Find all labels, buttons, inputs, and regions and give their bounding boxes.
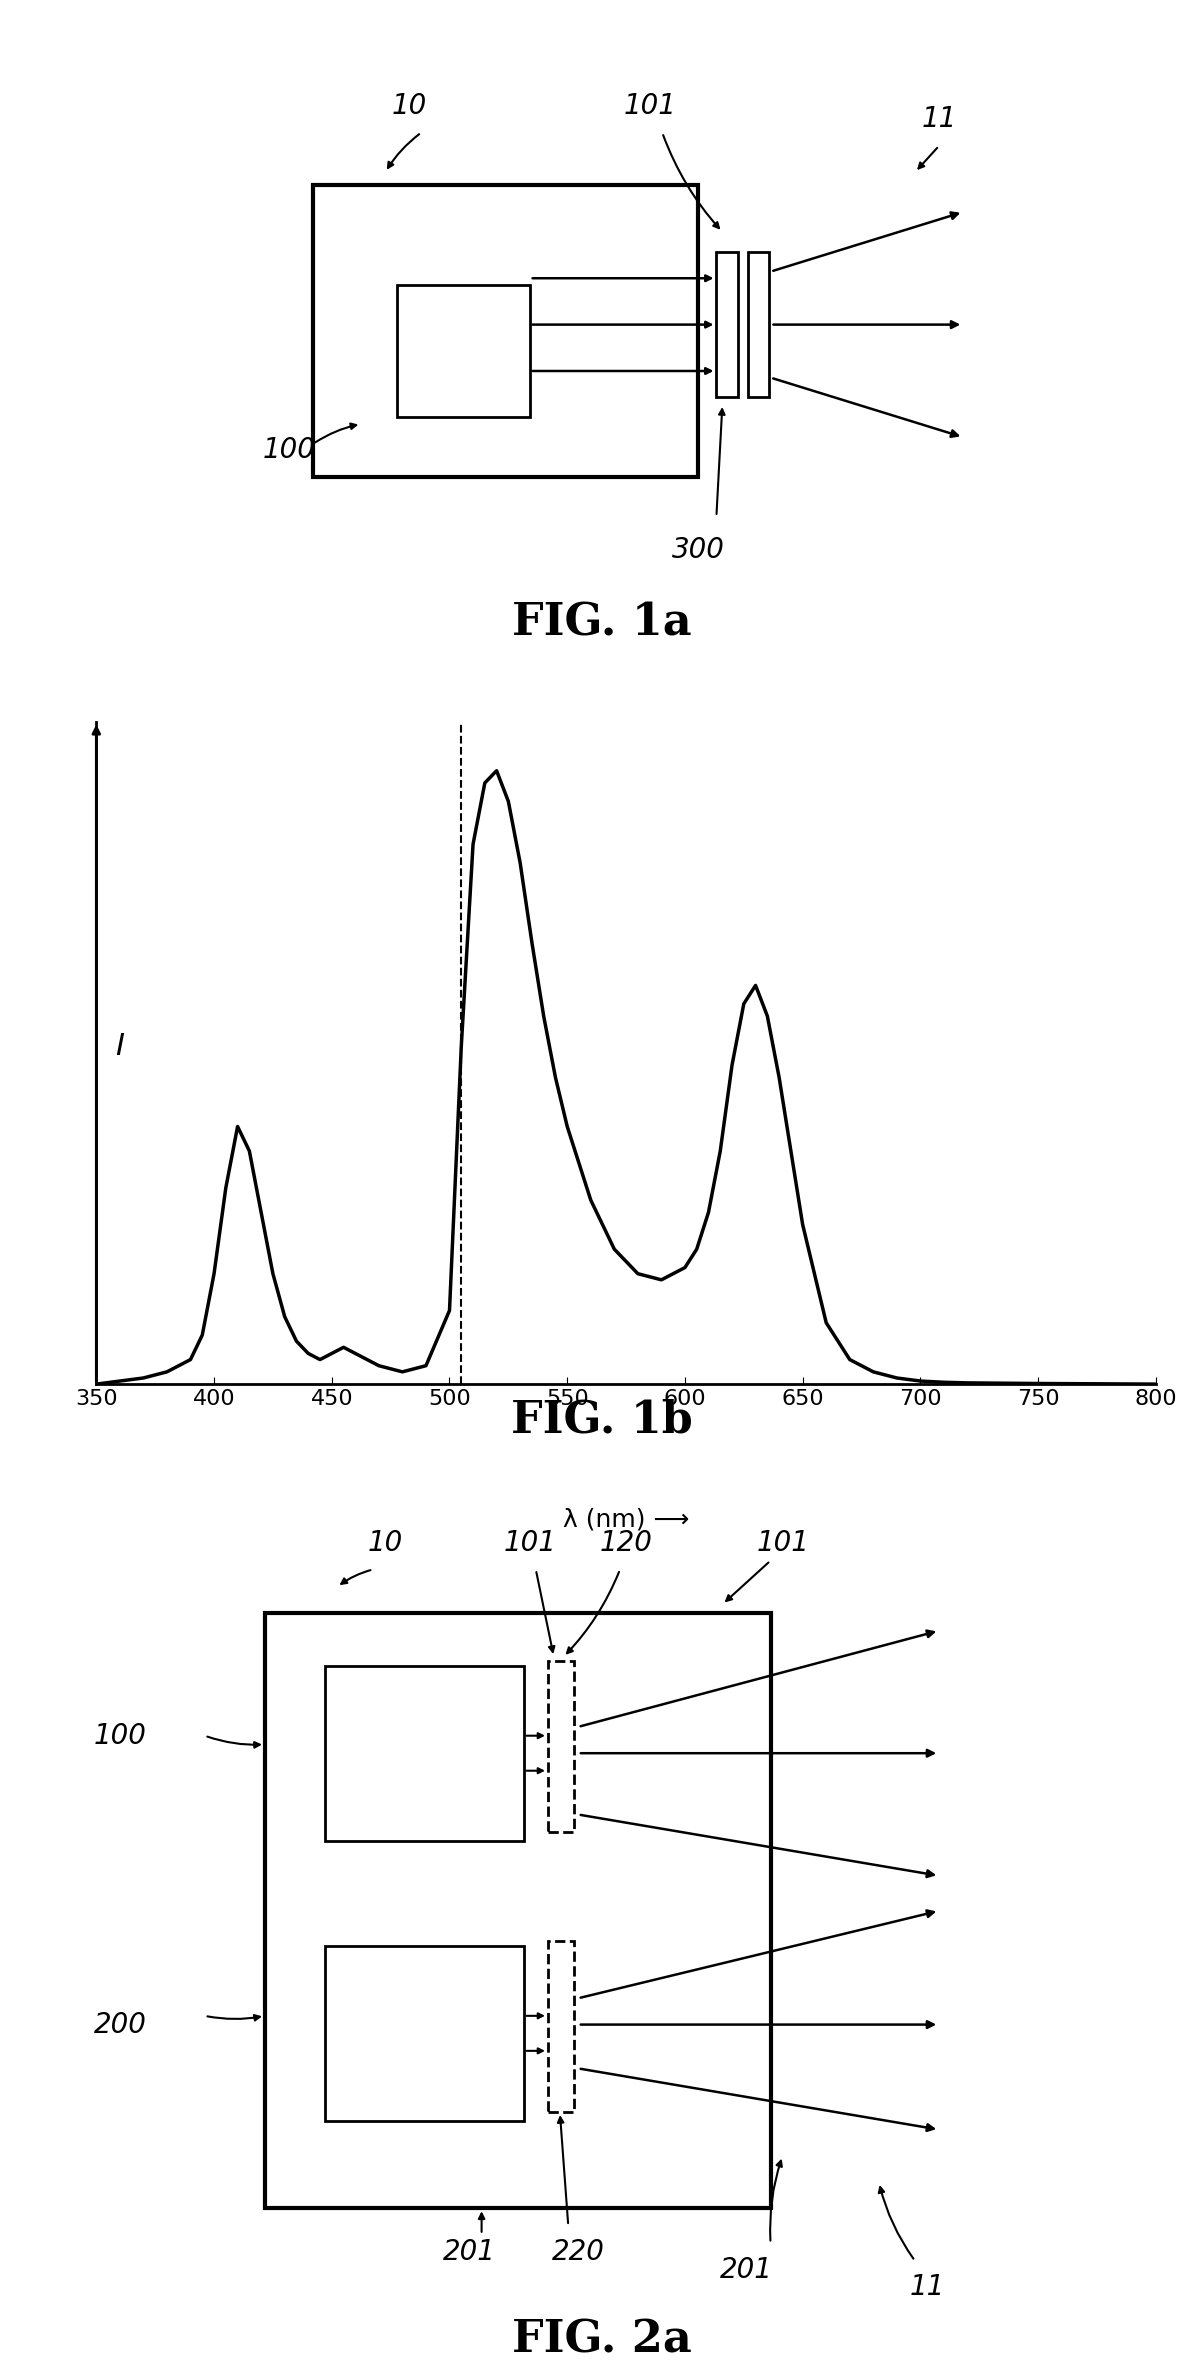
Text: FIG. 1b: FIG. 1b	[512, 1398, 692, 1441]
Text: 10: 10	[391, 92, 427, 121]
Text: 120: 120	[600, 1528, 653, 1557]
Text: 220: 220	[551, 2238, 604, 2267]
Text: 101: 101	[624, 92, 677, 121]
Text: 201: 201	[720, 2255, 773, 2283]
Text: 11: 11	[921, 104, 957, 132]
Bar	[748, 251, 769, 397]
Bar	[548, 1661, 574, 1831]
Text: 200: 200	[94, 2011, 147, 2039]
Text: 11: 11	[909, 2274, 945, 2302]
Text: λ (nm) ⟶: λ (nm) ⟶	[563, 1507, 689, 1531]
Text: 101: 101	[756, 1528, 809, 1557]
Text: 100: 100	[94, 1722, 147, 1751]
Text: 201: 201	[443, 2238, 496, 2267]
Text: FIG. 2a: FIG. 2a	[512, 2319, 692, 2361]
Text: 100: 100	[262, 435, 315, 464]
Bar	[325, 1945, 524, 2120]
Text: FIG. 1a: FIG. 1a	[512, 601, 692, 644]
Bar	[313, 185, 698, 478]
Bar	[325, 1666, 524, 1841]
Text: 300: 300	[672, 535, 725, 563]
Bar	[716, 251, 738, 397]
Bar	[548, 1942, 574, 2113]
Text: 10: 10	[367, 1528, 403, 1557]
Text: 101: 101	[503, 1528, 556, 1557]
Text: I: I	[116, 1032, 124, 1062]
Bar	[397, 284, 530, 416]
Bar	[265, 1614, 771, 2207]
